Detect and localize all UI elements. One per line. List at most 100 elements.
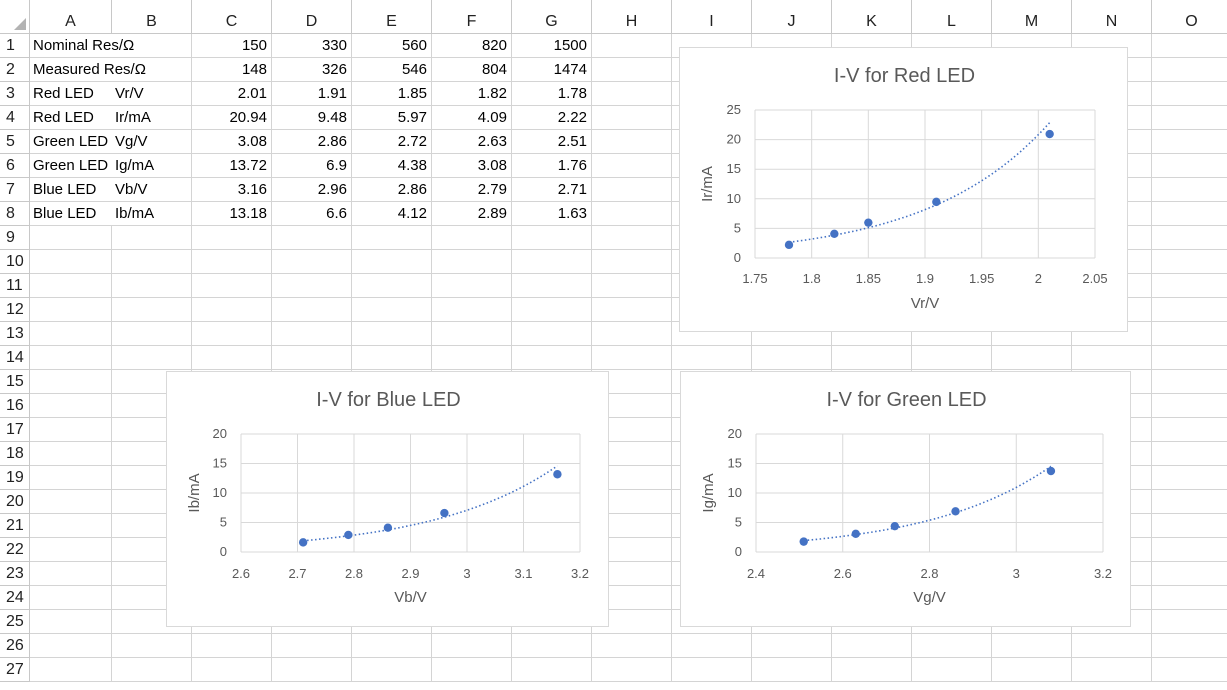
cell[interactable] (512, 634, 592, 658)
row-header-26[interactable]: 26 (0, 634, 30, 658)
cell[interactable]: 4.12 (352, 202, 432, 226)
cell[interactable] (352, 658, 432, 682)
cell[interactable] (912, 322, 992, 346)
cell[interactable] (30, 610, 112, 634)
cell[interactable] (1152, 298, 1227, 322)
row-header-22[interactable]: 22 (0, 538, 30, 562)
cell[interactable] (272, 298, 352, 322)
select-all-corner[interactable] (0, 0, 30, 34)
cell[interactable] (592, 322, 672, 346)
cell[interactable] (912, 634, 992, 658)
cell[interactable] (512, 322, 592, 346)
cell[interactable]: 150 (192, 34, 272, 58)
cell[interactable] (112, 634, 192, 658)
cell[interactable]: Blue LED (30, 202, 112, 226)
row-header-12[interactable]: 12 (0, 298, 30, 322)
cell[interactable] (592, 226, 672, 250)
cell[interactable] (1152, 538, 1227, 562)
cell[interactable] (592, 250, 672, 274)
row-header-8[interactable]: 8 (0, 202, 30, 226)
cell[interactable]: Red LED (30, 106, 112, 130)
cell[interactable] (30, 514, 112, 538)
chart-blue-led[interactable]: I-V for Blue LED 0 5 10 15 20 2.6 2.7 2.8 2.9 3 3.1… (166, 371, 609, 627)
cell[interactable] (112, 346, 192, 370)
cell[interactable] (1072, 610, 1152, 634)
cell[interactable] (352, 274, 432, 298)
cell[interactable] (592, 178, 672, 202)
cell[interactable]: 820 (432, 34, 512, 58)
cell[interactable] (1152, 178, 1227, 202)
chart-green-led[interactable]: I-V for Green LED 0 5 10 15 20 2.4 2.6 2.8 3 3.2 Vg… (680, 371, 1131, 627)
row-header-10[interactable]: 10 (0, 250, 30, 274)
cell[interactable] (672, 322, 752, 346)
cell[interactable]: 1.76 (512, 154, 592, 178)
cell[interactable] (432, 634, 512, 658)
column-header-e[interactable]: E (352, 0, 432, 34)
cell[interactable] (432, 226, 512, 250)
row-header-18[interactable]: 18 (0, 442, 30, 466)
cell[interactable] (272, 250, 352, 274)
cell[interactable] (1152, 490, 1227, 514)
cell[interactable] (592, 298, 672, 322)
cell[interactable] (512, 274, 592, 298)
cell[interactable] (1152, 610, 1227, 634)
row-header-5[interactable]: 5 (0, 130, 30, 154)
cell[interactable] (1072, 322, 1152, 346)
cell[interactable]: 2.86 (352, 178, 432, 202)
cell[interactable] (30, 442, 112, 466)
cell[interactable] (272, 658, 352, 682)
cell[interactable] (592, 610, 672, 634)
cell[interactable] (512, 298, 592, 322)
row-header-2[interactable]: 2 (0, 58, 30, 82)
cell[interactable] (592, 442, 672, 466)
cell[interactable] (192, 346, 272, 370)
cell[interactable] (432, 346, 512, 370)
cell[interactable] (1072, 658, 1152, 682)
column-header-l[interactable]: L (912, 0, 992, 34)
cell[interactable]: Nominal Res/Ω (30, 34, 134, 58)
cell[interactable] (30, 538, 112, 562)
cell[interactable] (592, 658, 672, 682)
cell[interactable]: 804 (432, 58, 512, 82)
row-header-25[interactable]: 25 (0, 610, 30, 634)
cell[interactable]: 1.82 (432, 82, 512, 106)
cell[interactable] (1152, 346, 1227, 370)
cell[interactable] (30, 394, 112, 418)
cell[interactable] (1152, 418, 1227, 442)
cell[interactable]: 13.18 (192, 202, 272, 226)
cell[interactable] (1152, 58, 1227, 82)
column-header-i[interactable]: I (672, 0, 752, 34)
column-header-k[interactable]: K (832, 0, 912, 34)
row-header-9[interactable]: 9 (0, 226, 30, 250)
cell[interactable] (832, 322, 912, 346)
cell[interactable] (192, 250, 272, 274)
cell[interactable] (592, 106, 672, 130)
cell[interactable] (112, 250, 192, 274)
cell[interactable] (1152, 322, 1227, 346)
row-header-1[interactable]: 1 (0, 34, 30, 58)
column-header-f[interactable]: F (432, 0, 512, 34)
cell[interactable] (30, 322, 112, 346)
cell[interactable] (432, 658, 512, 682)
cell[interactable] (592, 274, 672, 298)
column-header-o[interactable]: O (1152, 0, 1227, 34)
cell[interactable] (30, 298, 112, 322)
cell[interactable] (352, 250, 432, 274)
cell[interactable] (672, 658, 752, 682)
cell[interactable] (992, 658, 1072, 682)
cell[interactable]: Vg/V (112, 130, 192, 154)
cell[interactable]: 2.63 (432, 130, 512, 154)
cell[interactable]: 560 (352, 34, 432, 58)
cell[interactable] (30, 490, 112, 514)
cell[interactable] (112, 322, 192, 346)
cell[interactable] (832, 634, 912, 658)
cell[interactable]: Vr/V (112, 82, 192, 106)
cell[interactable]: 148 (192, 58, 272, 82)
cell[interactable] (592, 538, 672, 562)
cell[interactable] (1072, 634, 1152, 658)
cell[interactable] (592, 370, 672, 394)
cell[interactable] (30, 346, 112, 370)
cell[interactable] (192, 322, 272, 346)
cell[interactable]: 2.86 (272, 130, 352, 154)
cell[interactable] (592, 394, 672, 418)
